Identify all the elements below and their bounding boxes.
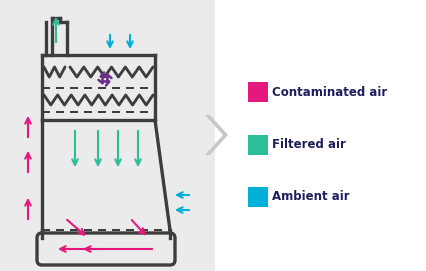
- Text: Ambient air: Ambient air: [271, 191, 349, 204]
- FancyBboxPatch shape: [215, 0, 426, 271]
- FancyBboxPatch shape: [248, 82, 268, 102]
- Text: Contaminated air: Contaminated air: [271, 85, 386, 98]
- FancyBboxPatch shape: [248, 187, 268, 207]
- Text: Filtered air: Filtered air: [271, 138, 345, 151]
- Polygon shape: [204, 115, 227, 155]
- FancyBboxPatch shape: [248, 135, 268, 155]
